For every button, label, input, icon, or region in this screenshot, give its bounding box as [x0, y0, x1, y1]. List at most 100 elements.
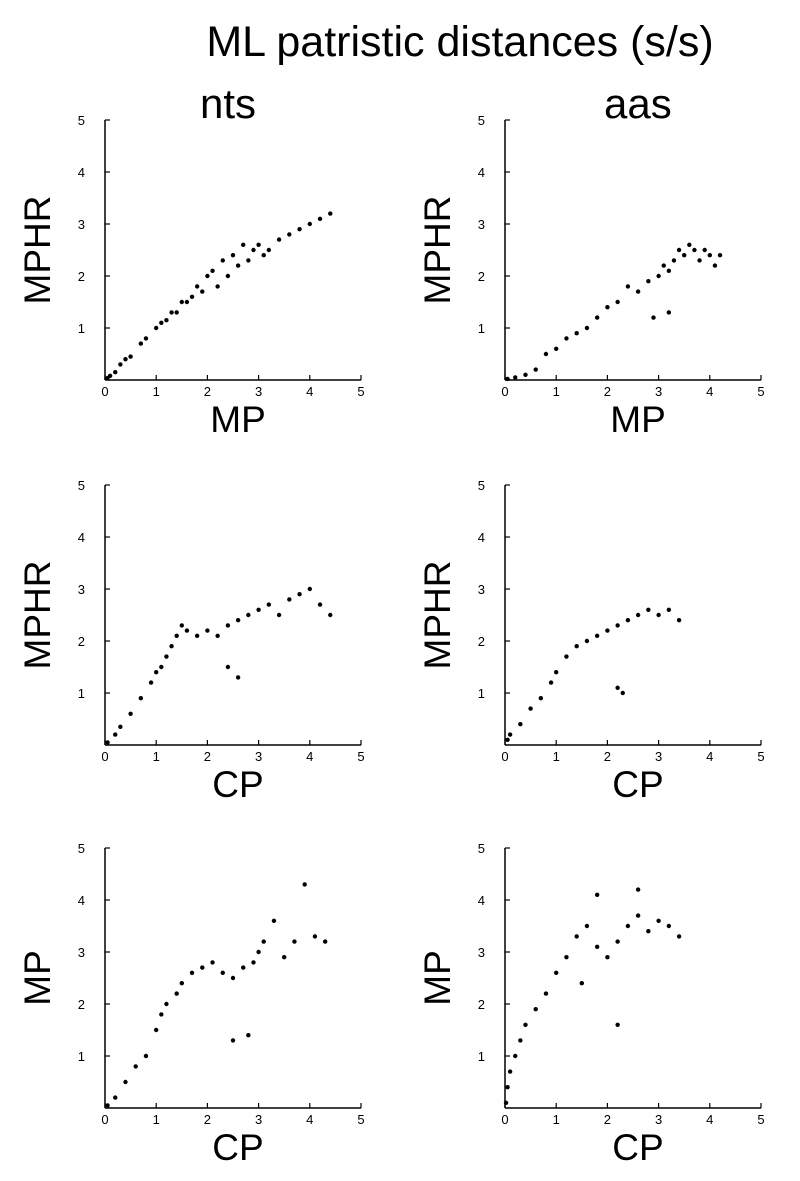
- data-point: [574, 644, 579, 649]
- data-point: [164, 654, 169, 659]
- data-point: [105, 740, 110, 745]
- data-point: [554, 670, 559, 675]
- data-point: [671, 258, 677, 263]
- data-point: [676, 934, 682, 939]
- x-tick-label: 1: [153, 384, 160, 399]
- x-tick-label: 0: [501, 749, 508, 764]
- data-point: [707, 253, 712, 258]
- y-axis-label: MP: [417, 950, 458, 1006]
- data-point: [241, 965, 246, 970]
- data-point: [210, 268, 215, 273]
- scatter-panel-nts-cp-mphr: 0 1 2 3 4 5 1 2 3 4 5 CP MPHR: [17, 478, 365, 805]
- data-point: [297, 227, 302, 232]
- data-point: [564, 955, 569, 960]
- x-tick-label: 2: [204, 749, 211, 764]
- y-tick-label: 5: [478, 113, 485, 128]
- data-point: [241, 242, 246, 247]
- data-point: [564, 336, 569, 341]
- data-point: [712, 263, 718, 268]
- data-point: [123, 357, 128, 362]
- x-tick-label: 5: [357, 749, 364, 764]
- x-tick-label: 5: [757, 384, 764, 399]
- data-point: [169, 310, 174, 315]
- data-point: [615, 685, 620, 690]
- data-point: [128, 354, 133, 359]
- x-tick-label: 1: [553, 384, 560, 399]
- x-tick-label: 0: [501, 1112, 508, 1127]
- x-tick-label: 3: [655, 384, 662, 399]
- data-point: [656, 918, 661, 923]
- data-point: [302, 882, 307, 887]
- x-axis-label: MP: [210, 399, 266, 440]
- data-point: [692, 247, 697, 253]
- x-axis-label: CP: [212, 1127, 263, 1168]
- data-point: [594, 315, 600, 320]
- data-point: [594, 944, 600, 949]
- data-point: [697, 258, 702, 263]
- data-point: [615, 1022, 620, 1027]
- x-axis-label: CP: [212, 764, 263, 805]
- data-point: [702, 247, 707, 253]
- data-point: [554, 346, 559, 351]
- data-point: [128, 711, 133, 716]
- data-point: [625, 923, 631, 929]
- data-point: [148, 680, 154, 685]
- data-point: [513, 375, 518, 380]
- data-point: [276, 612, 282, 618]
- data-point: [179, 623, 184, 628]
- data-point: [554, 970, 559, 975]
- data-point: [251, 247, 256, 253]
- column-header-nts: nts: [200, 80, 257, 127]
- data-point: [215, 284, 220, 289]
- data-point: [518, 722, 523, 727]
- data-point: [523, 1022, 528, 1027]
- y-tick-label: 1: [478, 686, 485, 701]
- data-point: [200, 289, 205, 294]
- data-point: [503, 1100, 509, 1105]
- data-point: [184, 299, 190, 305]
- data-point: [328, 211, 333, 216]
- data-point: [189, 294, 195, 299]
- y-tick-label: 3: [478, 945, 485, 960]
- y-tick-label: 3: [478, 582, 485, 597]
- y-tick-label: 3: [478, 217, 485, 232]
- data-point: [676, 247, 682, 253]
- data-point: [625, 284, 631, 289]
- data-point: [256, 949, 261, 955]
- x-tick-label: 2: [604, 384, 611, 399]
- x-tick-label: 2: [204, 1112, 211, 1127]
- column-header-aas: aas: [604, 80, 672, 127]
- data-point: [505, 376, 510, 382]
- scatter-panel-aas-mp-mphr: 0 1 2 3 4 5 1 2 3 4 5 MP MPHR: [417, 113, 765, 440]
- data-point: [113, 1095, 118, 1100]
- data-point: [225, 273, 231, 279]
- data-point: [605, 955, 610, 960]
- data-point: [287, 232, 292, 237]
- x-tick-label: 5: [357, 384, 364, 399]
- x-tick-label: 2: [204, 384, 211, 399]
- data-point: [138, 696, 144, 701]
- y-axis-label: MPHR: [17, 196, 58, 305]
- x-tick-label: 2: [604, 749, 611, 764]
- data-point: [179, 981, 184, 986]
- figure-title: ML patristic distances (s/s): [206, 18, 714, 66]
- x-axis-label: MP: [610, 399, 666, 440]
- x-tick-label: 4: [706, 749, 713, 764]
- y-tick-label: 5: [78, 841, 85, 856]
- x-tick-label: 4: [306, 749, 313, 764]
- y-tick-label: 5: [478, 841, 485, 856]
- data-point: [533, 1007, 538, 1012]
- data-point: [105, 1103, 110, 1108]
- x-tick-label: 1: [153, 749, 160, 764]
- y-tick-label: 2: [78, 997, 85, 1012]
- data-point: [656, 273, 661, 279]
- data-point: [584, 638, 590, 644]
- y-axis-label: MPHR: [417, 196, 458, 305]
- data-point: [505, 737, 510, 742]
- x-tick-label: 5: [757, 749, 764, 764]
- x-tick-label: 4: [306, 384, 313, 399]
- data-point: [687, 242, 692, 247]
- data-point: [533, 367, 538, 372]
- data-point: [194, 284, 200, 289]
- data-point: [169, 644, 174, 649]
